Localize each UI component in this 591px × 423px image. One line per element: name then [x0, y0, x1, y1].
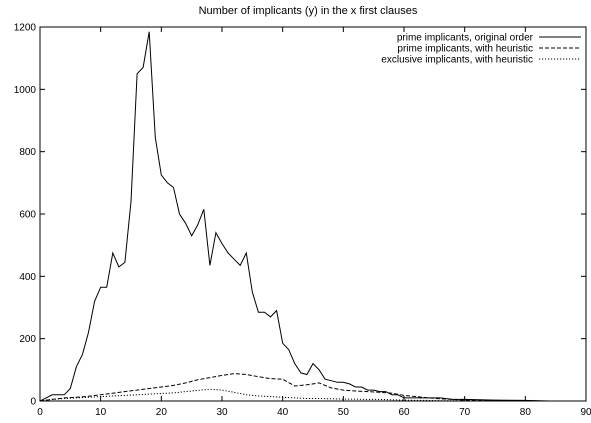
x-tick-label: 10 [95, 407, 107, 418]
x-tick-label: 20 [156, 407, 168, 418]
plot-frame [39, 26, 587, 402]
x-tick-label: 70 [459, 407, 471, 418]
series-line-exclusive-implicants-with-heuristic [39, 388, 526, 402]
series-line-prime-implicants-with-heuristic [39, 373, 526, 402]
chart-title: Number of implicants (y) in the x first … [199, 5, 418, 17]
y-tick-label: 600 [19, 210, 36, 221]
x-tick-label: 90 [580, 407, 591, 418]
axes: 0 10 20 30 40 50 60 70 80 90 0 200 400 600 800 1000 1200 [14, 23, 591, 419]
x-tick-label: 80 [520, 407, 532, 418]
series-layer [39, 31, 550, 402]
legend-label: prime implicants, with heuristic [397, 44, 533, 55]
y-tick-label: 1000 [14, 85, 37, 96]
x-tick-label: 40 [277, 407, 289, 418]
x-tick-label: 50 [338, 407, 350, 418]
y-tick-label: 800 [19, 147, 36, 158]
x-tick-label: 60 [398, 407, 410, 418]
x-tick-label: 0 [37, 407, 43, 418]
y-tick-label: 1200 [14, 23, 37, 34]
y-tick-label: 200 [19, 334, 36, 345]
legend-label: prime implicants, original order [397, 33, 534, 44]
y-tick-label: 0 [30, 397, 36, 408]
y-tick-label: 400 [19, 272, 36, 283]
legend-label: exclusive implicants, with heuristic [381, 55, 533, 66]
series-line-prime-implicants-original-order [39, 31, 550, 402]
x-tick-label: 30 [216, 407, 228, 418]
